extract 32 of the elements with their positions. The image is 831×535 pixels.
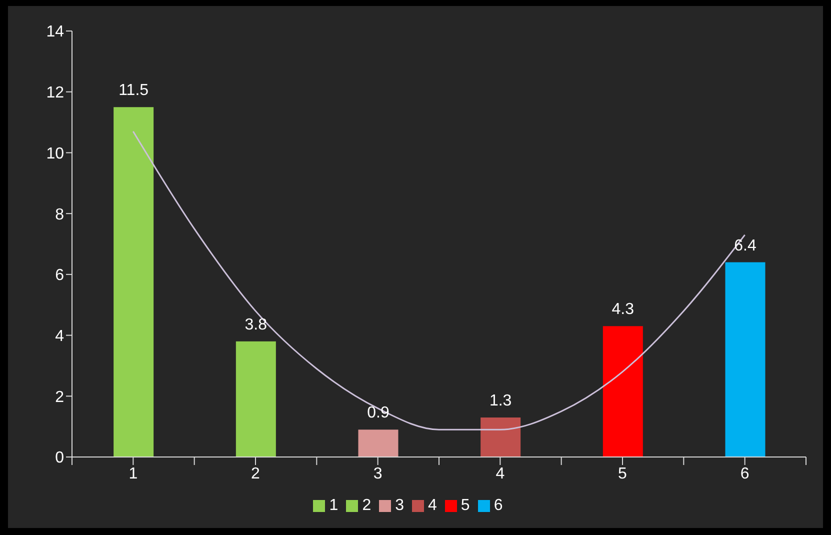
bar xyxy=(480,417,521,457)
data-label: 6.4 xyxy=(734,237,756,254)
legend-label: 3 xyxy=(394,497,404,515)
x-tick-label: 1 xyxy=(128,465,138,482)
x-tick-label: 5 xyxy=(618,465,628,482)
legend-label: 4 xyxy=(427,497,437,515)
y-tick-label: 12 xyxy=(46,84,64,102)
data-label: 1.3 xyxy=(489,392,512,410)
data-label: 3.8 xyxy=(244,316,268,334)
x-tick-label: 4 xyxy=(496,465,505,482)
bar xyxy=(358,430,398,457)
y-tick-label: 4 xyxy=(55,328,64,345)
y-tick-label: 0 xyxy=(55,450,64,467)
y-tick-label: 14 xyxy=(46,24,64,41)
x-tick-label: 6 xyxy=(740,465,750,482)
bar xyxy=(602,326,643,457)
x-tick-label: 2 xyxy=(251,465,260,482)
y-tick-label: 8 xyxy=(55,206,64,224)
data-label: 11.5 xyxy=(118,82,149,100)
y-tick-label: 10 xyxy=(46,145,64,162)
legend-label: 5 xyxy=(460,497,470,515)
legend-label: 1 xyxy=(328,497,338,515)
legend-label: 6 xyxy=(492,497,503,515)
y-tick-label: 6 xyxy=(55,267,64,284)
bar xyxy=(725,262,766,457)
y-tick-label: 2 xyxy=(55,388,64,406)
bar xyxy=(114,107,154,457)
data-label: 4.3 xyxy=(612,301,634,318)
bar xyxy=(236,341,276,457)
x-tick-label: 3 xyxy=(373,465,382,482)
data-label: 0.9 xyxy=(367,404,390,422)
legend-label: 2 xyxy=(361,497,372,515)
